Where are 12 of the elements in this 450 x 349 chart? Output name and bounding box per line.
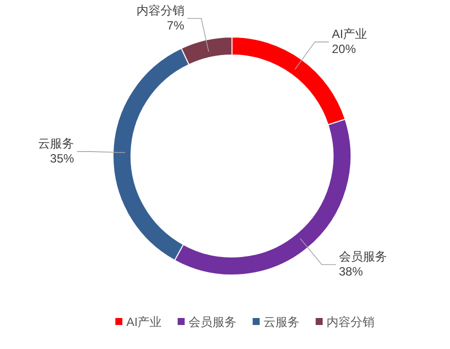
slice-label: 云服务 bbox=[38, 136, 74, 151]
slice-label: 会员服务 bbox=[338, 250, 387, 264]
slice-label: 内容分销 bbox=[136, 3, 184, 18]
legend-label: AI产业 bbox=[126, 315, 162, 329]
slice-label: AI产业 bbox=[332, 26, 368, 41]
legend-label: 会员服务 bbox=[188, 315, 237, 329]
legend-label: 云服务 bbox=[264, 315, 300, 329]
data-label: 38% bbox=[338, 264, 364, 279]
data-label: 35% bbox=[50, 152, 74, 166]
data-label: 20% bbox=[332, 42, 356, 56]
legend-label: 内容分销 bbox=[326, 315, 375, 329]
data-label: 7% bbox=[166, 18, 185, 32]
